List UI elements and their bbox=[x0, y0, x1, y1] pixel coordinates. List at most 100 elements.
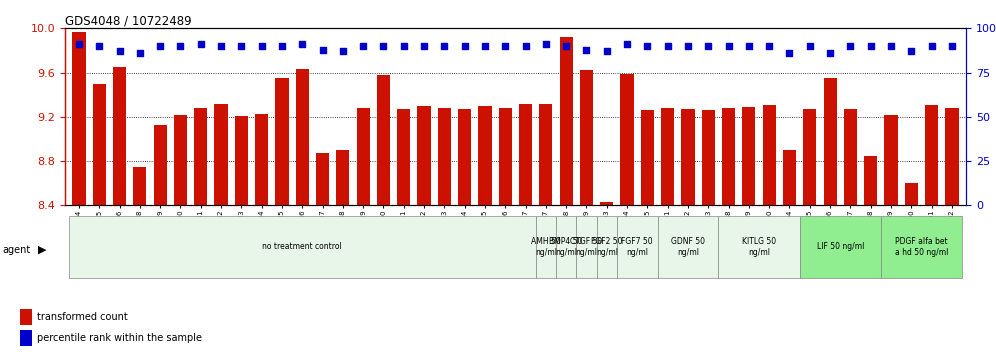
Bar bbox=[556, 216, 577, 278]
Point bbox=[639, 43, 655, 49]
Bar bbox=[783, 150, 796, 205]
Bar bbox=[722, 108, 735, 205]
Bar bbox=[580, 70, 593, 205]
Text: KITLG 50
ng/ml: KITLG 50 ng/ml bbox=[742, 237, 776, 257]
Text: agent: agent bbox=[2, 245, 30, 255]
Bar bbox=[945, 108, 958, 205]
Bar bbox=[577, 216, 597, 278]
Text: FGF2 50
ng/ml: FGF2 50 ng/ml bbox=[591, 237, 622, 257]
Point bbox=[843, 43, 859, 49]
Text: transformed count: transformed count bbox=[38, 312, 128, 322]
Text: percentile rank within the sample: percentile rank within the sample bbox=[38, 333, 202, 343]
Point bbox=[923, 43, 939, 49]
Bar bbox=[824, 78, 837, 205]
Text: GDNF 50
ng/ml: GDNF 50 ng/ml bbox=[671, 237, 705, 257]
Point bbox=[700, 43, 716, 49]
Text: GDS4048 / 10722489: GDS4048 / 10722489 bbox=[65, 14, 191, 27]
Bar bbox=[904, 183, 918, 205]
Bar bbox=[865, 155, 877, 205]
Bar bbox=[661, 108, 674, 205]
Point bbox=[395, 43, 411, 49]
Bar bbox=[800, 216, 880, 278]
Bar bbox=[702, 110, 715, 205]
Bar bbox=[316, 153, 329, 205]
Bar bbox=[417, 106, 430, 205]
Bar bbox=[20, 309, 33, 325]
Bar bbox=[884, 115, 897, 205]
Bar bbox=[621, 74, 633, 205]
Point bbox=[71, 41, 87, 47]
Point bbox=[274, 43, 290, 49]
Point bbox=[883, 43, 899, 49]
Point bbox=[233, 43, 249, 49]
Bar bbox=[880, 216, 962, 278]
Point bbox=[518, 43, 534, 49]
Point bbox=[436, 43, 452, 49]
Bar bbox=[235, 116, 248, 205]
Point bbox=[152, 43, 168, 49]
Point bbox=[721, 43, 737, 49]
Bar bbox=[153, 125, 166, 205]
Bar bbox=[337, 150, 350, 205]
Bar bbox=[69, 216, 536, 278]
Point bbox=[579, 47, 595, 52]
Bar bbox=[681, 109, 694, 205]
Bar bbox=[357, 108, 370, 205]
Text: FGF7 50
ng/ml: FGF7 50 ng/ml bbox=[622, 237, 653, 257]
Point bbox=[538, 41, 554, 47]
Bar bbox=[499, 108, 512, 205]
Point bbox=[599, 48, 615, 54]
Point bbox=[659, 43, 675, 49]
Bar bbox=[214, 104, 228, 205]
Point bbox=[903, 48, 919, 54]
Bar bbox=[601, 202, 614, 205]
Text: LIF 50 ng/ml: LIF 50 ng/ml bbox=[817, 242, 864, 251]
Bar bbox=[397, 109, 410, 205]
Point bbox=[558, 43, 574, 49]
Point bbox=[131, 50, 147, 56]
Point bbox=[782, 50, 798, 56]
Bar bbox=[597, 216, 617, 278]
Bar bbox=[73, 32, 86, 205]
Bar bbox=[657, 216, 718, 278]
Bar bbox=[376, 75, 390, 205]
Bar bbox=[539, 104, 553, 205]
Bar bbox=[458, 109, 471, 205]
Bar bbox=[194, 108, 207, 205]
Bar bbox=[478, 106, 492, 205]
Bar bbox=[844, 109, 857, 205]
Point bbox=[335, 48, 351, 54]
Bar bbox=[296, 69, 309, 205]
Point bbox=[497, 43, 513, 49]
Bar bbox=[536, 216, 556, 278]
Point bbox=[356, 43, 372, 49]
Text: no treatment control: no treatment control bbox=[262, 242, 343, 251]
Point bbox=[620, 41, 635, 47]
Bar bbox=[275, 78, 289, 205]
Bar bbox=[560, 37, 573, 205]
Point bbox=[213, 43, 229, 49]
Bar bbox=[20, 330, 33, 346]
Point bbox=[254, 43, 270, 49]
Text: BMP4 50
ng/ml: BMP4 50 ng/ml bbox=[550, 237, 583, 257]
Point bbox=[457, 43, 473, 49]
Bar bbox=[640, 110, 654, 205]
Point bbox=[172, 43, 188, 49]
Text: ▶: ▶ bbox=[38, 245, 47, 255]
Point bbox=[315, 47, 331, 52]
Bar bbox=[617, 216, 657, 278]
Point bbox=[822, 50, 838, 56]
Bar bbox=[925, 105, 938, 205]
Text: CTGF 50
ng/ml: CTGF 50 ng/ml bbox=[571, 237, 603, 257]
Point bbox=[944, 43, 960, 49]
Bar bbox=[113, 67, 126, 205]
Bar bbox=[742, 107, 756, 205]
Bar bbox=[93, 84, 106, 205]
Text: PDGF alfa bet
a hd 50 ng/ml: PDGF alfa bet a hd 50 ng/ml bbox=[894, 237, 948, 257]
Point bbox=[375, 43, 391, 49]
Point bbox=[477, 43, 493, 49]
Bar bbox=[763, 105, 776, 205]
Point bbox=[112, 48, 127, 54]
Point bbox=[92, 43, 108, 49]
Bar bbox=[803, 109, 817, 205]
